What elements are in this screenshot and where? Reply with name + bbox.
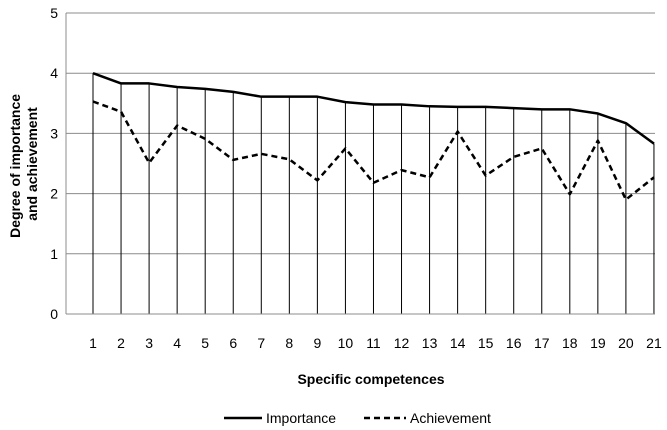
y-tick-label: 2 bbox=[50, 186, 58, 202]
x-tick-label: 21 bbox=[646, 335, 662, 351]
x-tick-label: 19 bbox=[590, 335, 606, 351]
x-tick-label: 14 bbox=[450, 335, 466, 351]
x-tick-label: 7 bbox=[257, 335, 265, 351]
y-tick-label: 3 bbox=[50, 125, 58, 141]
x-tick-label: 10 bbox=[338, 335, 354, 351]
y-axis-title: Degree of importance and achievement bbox=[7, 90, 40, 238]
y-tick-label: 1 bbox=[50, 246, 58, 262]
y-tick-label: 4 bbox=[50, 65, 58, 81]
x-tick-label: 15 bbox=[478, 335, 494, 351]
x-tick-label: 18 bbox=[562, 335, 578, 351]
legend: Importance Achievement bbox=[224, 410, 491, 426]
x-tick-label: 2 bbox=[117, 335, 125, 351]
gridlines bbox=[66, 12, 655, 255]
axes bbox=[65, 13, 655, 315]
y-tick-label: 0 bbox=[50, 306, 58, 322]
legend-label-achievement: Achievement bbox=[410, 410, 491, 426]
x-tick-label: 20 bbox=[618, 335, 634, 351]
x-tick-labels: 1 2 3 4 5 6 7 8 9 10 11 12 13 14 15 16 17 18 19 20 21 bbox=[89, 335, 662, 351]
legend-label-importance: Importance bbox=[266, 410, 336, 426]
x-tick-label: 11 bbox=[366, 335, 381, 351]
y-tick-labels: 0 1 2 3 4 5 bbox=[50, 5, 58, 322]
y-axis-title-line-2: and achievement bbox=[24, 107, 40, 221]
series-line-importance bbox=[92, 72, 655, 145]
x-tick-label: 8 bbox=[285, 335, 293, 351]
series-lines bbox=[92, 72, 655, 201]
x-tick-label: 6 bbox=[229, 335, 237, 351]
x-tick-label: 5 bbox=[201, 335, 209, 351]
x-tick-label: 16 bbox=[506, 335, 522, 351]
x-tick-label: 12 bbox=[394, 335, 410, 351]
x-tick-label: 3 bbox=[145, 335, 153, 351]
x-tick-label: 4 bbox=[173, 335, 181, 351]
x-tick-label: 9 bbox=[313, 335, 321, 351]
series-line-achievement bbox=[92, 100, 655, 201]
x-axis-title: Specific competences bbox=[297, 371, 444, 387]
drop-lines bbox=[92, 73, 655, 314]
y-tick-label: 5 bbox=[50, 5, 58, 21]
x-tick-label: 13 bbox=[422, 335, 438, 351]
x-tick-label: 1 bbox=[89, 335, 97, 351]
y-axis-title-line-1: Degree of importance bbox=[7, 94, 23, 238]
x-tick-label: 17 bbox=[534, 335, 550, 351]
